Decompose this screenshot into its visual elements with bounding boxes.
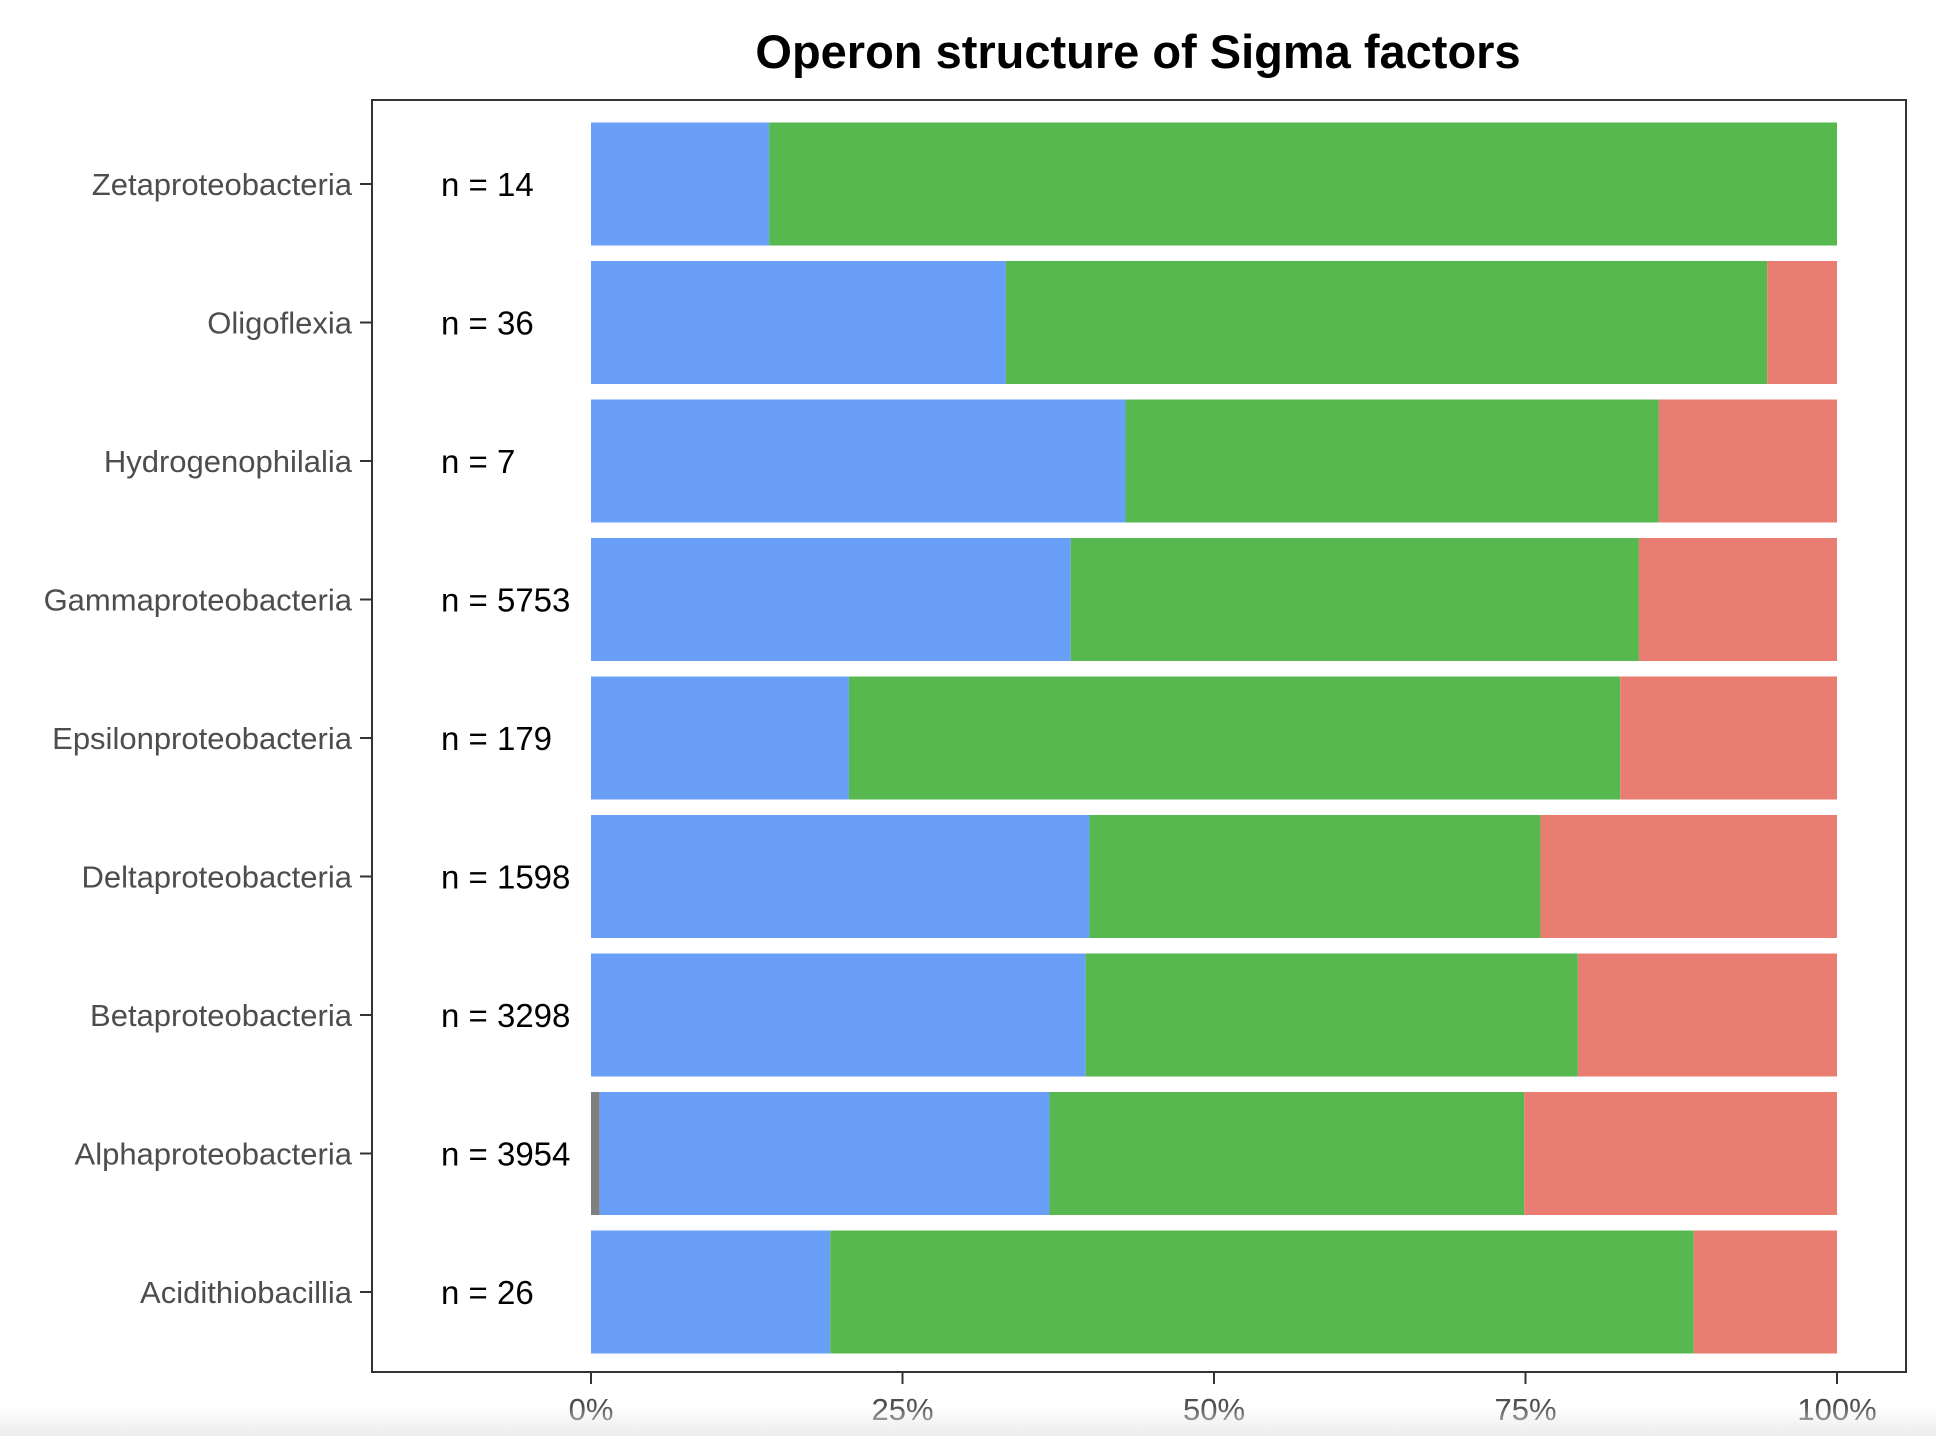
- bar-segment-acidithiobacillia-3: [1693, 1230, 1837, 1354]
- bar-segment-deltaproteobacteria-2: [1089, 815, 1541, 938]
- n-count-label: n = 3954: [441, 1136, 570, 1173]
- y-tick-label: Alphaproteobacteria: [75, 1137, 353, 1172]
- bar-segment-deltaproteobacteria-1: [591, 815, 1090, 938]
- bar-segment-betaproteobacteria-2: [1085, 953, 1578, 1077]
- n-count-label: n = 26: [441, 1274, 534, 1311]
- bar-segment-acidithiobacillia-1: [591, 1230, 831, 1354]
- bar-segment-gammaproteobacteria-3: [1638, 538, 1837, 661]
- bar-segment-hydrogenophilalia-2: [1125, 399, 1659, 523]
- bar-segment-oligoflexia-1: [591, 261, 1006, 384]
- bar-segment-oligoflexia-3: [1767, 261, 1837, 384]
- bar-segment-epsilonproteobacteria-2: [848, 676, 1621, 800]
- bar-segment-zetaproteobacteria-1: [591, 122, 770, 246]
- y-tick-label: Epsilonproteobacteria: [52, 721, 353, 756]
- bar-segment-hydrogenophilalia-1: [591, 399, 1126, 523]
- bar-segment-acidithiobacillia-2: [830, 1230, 1694, 1354]
- y-tick-label: Zetaproteobacteria: [92, 167, 353, 202]
- bar-segment-hydrogenophilalia-3: [1658, 399, 1837, 523]
- bar-segment-oligoflexia-2: [1005, 261, 1768, 384]
- bar-segment-deltaproteobacteria-3: [1540, 815, 1837, 938]
- n-count-label: n = 36: [441, 305, 534, 342]
- bar-segment-alphaproteobacteria-1: [599, 1092, 1050, 1215]
- n-count-label: n = 1598: [441, 859, 570, 896]
- bar-segment-zetaproteobacteria-2: [769, 122, 1838, 246]
- y-tick-label: Acidithiobacillia: [140, 1275, 353, 1310]
- y-tick-label: Betaproteobacteria: [90, 998, 353, 1033]
- bar-segment-gammaproteobacteria-2: [1070, 538, 1639, 661]
- y-tick-label: Hydrogenophilalia: [104, 444, 353, 479]
- n-count-label: n = 179: [441, 720, 552, 757]
- n-count-label: n = 7: [441, 443, 515, 480]
- y-tick-label: Gammaproteobacteria: [44, 583, 353, 618]
- bar-segment-alphaproteobacteria-3: [1524, 1092, 1837, 1215]
- bar-segment-epsilonproteobacteria-3: [1620, 676, 1837, 800]
- chart-title: Operon structure of Sigma factors: [755, 25, 1520, 78]
- y-tick-label: Oligoflexia: [207, 306, 352, 341]
- bar-segment-alphaproteobacteria-0: [591, 1092, 600, 1215]
- n-count-label: n = 14: [441, 166, 534, 203]
- n-count-label: n = 3298: [441, 997, 570, 1034]
- n-count-label: n = 5753: [441, 582, 570, 619]
- bar-segment-gammaproteobacteria-1: [591, 538, 1071, 661]
- labels-layer: Zetaproteobacteria n = 14 Oligoflexia n = 3…: [44, 166, 571, 1311]
- bars-layer: [591, 122, 1838, 1354]
- plot-panel-border: [371, 99, 1907, 1373]
- bar-segment-alphaproteobacteria-2: [1049, 1092, 1525, 1215]
- bar-segment-betaproteobacteria-1: [591, 953, 1086, 1077]
- bottom-fade: [0, 1406, 1936, 1436]
- bar-segment-betaproteobacteria-3: [1577, 953, 1837, 1077]
- bar-segment-epsilonproteobacteria-1: [591, 676, 849, 800]
- y-tick-label: Deltaproteobacteria: [81, 860, 352, 895]
